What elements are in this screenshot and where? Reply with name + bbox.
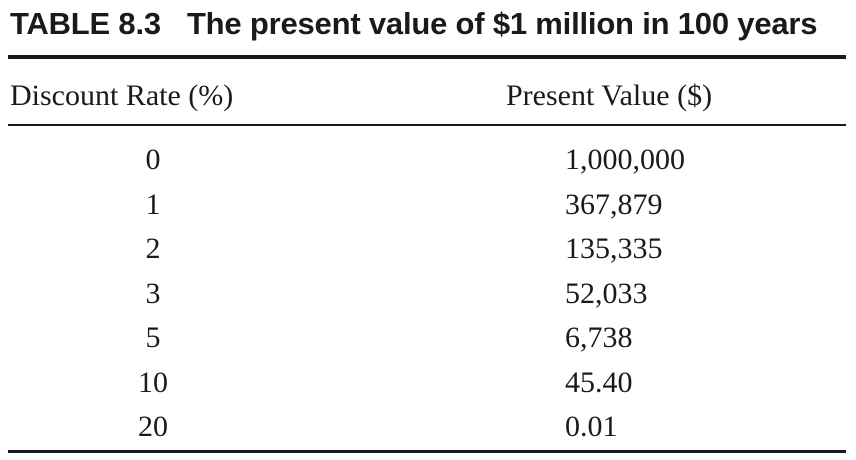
header-discount-rate: Discount Rate (%) bbox=[10, 79, 234, 112]
rate-cell: 0 bbox=[145, 143, 161, 176]
value-cell: 1,000,000 bbox=[565, 143, 685, 176]
header-rule bbox=[8, 124, 846, 126]
table-title: TABLE 8.3 The present value of $1 million… bbox=[10, 4, 818, 44]
table-row: 3 52,033 bbox=[0, 274, 856, 319]
rate-cell: 5 bbox=[145, 321, 161, 354]
rate-cell: 20 bbox=[138, 410, 168, 443]
top-rule bbox=[8, 55, 846, 59]
table-row: 0 1,000,000 bbox=[0, 140, 856, 185]
table-row: 10 45.40 bbox=[0, 363, 856, 408]
rate-cell: 3 bbox=[145, 276, 161, 310]
value-cell: 0.01 bbox=[565, 410, 618, 443]
value-cell: 52,033 bbox=[565, 276, 648, 310]
value-cell: 367,879 bbox=[565, 187, 663, 221]
value-cell: 6,738 bbox=[565, 321, 633, 354]
rate-cell: 2 bbox=[145, 232, 161, 265]
bottom-rule bbox=[8, 450, 846, 453]
table-row: 1 367,879 bbox=[0, 185, 856, 230]
rate-cell: 10 bbox=[138, 365, 168, 399]
table-row: 2 135,335 bbox=[0, 229, 856, 274]
table-caption: The present value of $1 million in 100 y… bbox=[186, 6, 818, 41]
table-row: 20 0.01 bbox=[0, 407, 856, 452]
table-body: 0 1,000,000 1 367,879 2 135,335 3 52,033… bbox=[0, 140, 856, 452]
table-row: 5 6,738 bbox=[0, 318, 856, 363]
table-number: TABLE 8.3 bbox=[10, 6, 161, 41]
value-cell: 135,335 bbox=[565, 232, 663, 265]
rate-cell: 1 bbox=[145, 187, 161, 221]
header-present-value: Present Value ($) bbox=[506, 79, 713, 112]
value-cell: 45.40 bbox=[565, 365, 633, 399]
